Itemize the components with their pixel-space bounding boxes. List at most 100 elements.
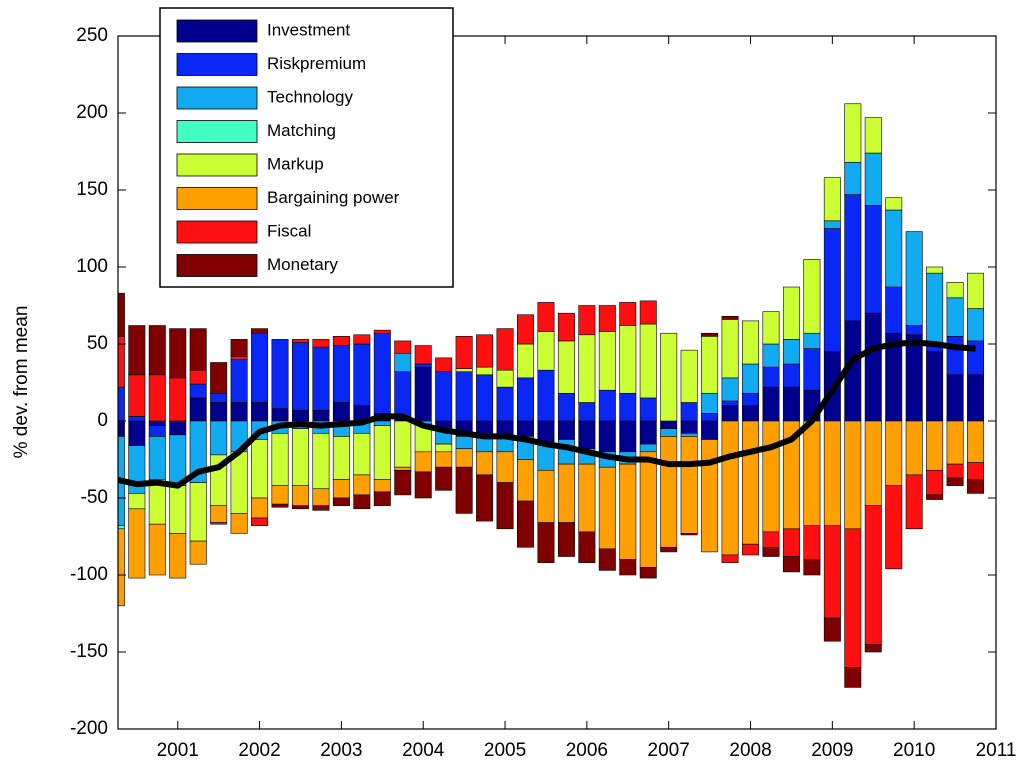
bar-segment xyxy=(619,463,637,560)
line xyxy=(118,339,976,489)
bar-segment xyxy=(230,513,248,534)
bar-segment xyxy=(148,325,166,376)
bar-segment xyxy=(742,392,760,406)
bar-segment xyxy=(251,328,269,334)
y-tick-label: 100 xyxy=(76,256,108,277)
legend-swatch xyxy=(176,220,258,244)
bar-segment xyxy=(537,522,555,563)
bar-segment xyxy=(394,371,412,417)
bar-segment xyxy=(660,428,678,437)
bar-segment xyxy=(885,286,903,334)
bar-segment xyxy=(291,505,309,510)
bar-segment xyxy=(291,342,309,411)
bar-segment xyxy=(476,334,494,368)
bar-segment xyxy=(803,559,821,576)
bar-segment xyxy=(578,531,596,563)
bar-segment xyxy=(619,392,637,422)
bar-segment xyxy=(148,374,166,422)
bar-segment xyxy=(373,425,391,480)
bar-segment xyxy=(864,152,882,206)
bar-segment xyxy=(864,643,882,653)
bar-segment xyxy=(435,443,453,453)
x-tick-label: 2004 xyxy=(402,740,445,761)
bar-segment xyxy=(394,340,412,354)
bar-segment xyxy=(537,302,555,332)
bar-segment xyxy=(680,433,698,437)
bar-segment xyxy=(455,436,473,450)
bar-segment xyxy=(414,471,432,499)
bar-segment xyxy=(189,482,207,542)
x-tick-label: 2009 xyxy=(811,740,853,761)
bar-segment xyxy=(905,325,923,336)
bar-segment xyxy=(762,386,780,422)
bar-segment xyxy=(394,420,412,468)
bar-segment xyxy=(721,400,739,406)
bar-segment xyxy=(414,451,432,473)
bar-segment xyxy=(128,325,146,376)
bar-segment xyxy=(660,420,678,429)
bar-segment xyxy=(701,335,719,394)
bar-segment xyxy=(312,339,330,348)
x-tick-label: 2003 xyxy=(320,740,362,761)
bar-segment xyxy=(660,436,678,548)
bar-segment xyxy=(701,392,719,414)
bar-segment xyxy=(496,451,514,483)
bar-segment xyxy=(598,548,616,571)
bar-segment xyxy=(639,300,657,325)
bar-segment xyxy=(905,420,923,476)
bar-segment xyxy=(864,505,882,645)
x-tick-label: 2010 xyxy=(893,740,935,761)
bar-segment xyxy=(557,392,575,422)
bar-segment xyxy=(128,374,146,417)
bar-segment xyxy=(803,258,821,334)
bar-segment xyxy=(476,474,494,522)
bar-segment xyxy=(455,368,473,373)
bar-segment xyxy=(353,494,371,510)
bar-segment xyxy=(353,433,371,476)
bar-segment xyxy=(230,339,248,357)
bar-segment xyxy=(844,420,862,530)
bar-segment xyxy=(844,667,862,688)
bar-segment xyxy=(169,485,187,534)
y-tick-label: 0 xyxy=(97,410,108,431)
axes-frame xyxy=(117,35,997,730)
bar-segment xyxy=(373,332,391,414)
bar-segment xyxy=(291,339,309,343)
bar-segment xyxy=(967,479,985,494)
legend-swatch xyxy=(176,120,258,143)
y-tick-label: 150 xyxy=(76,179,108,200)
bar-segment xyxy=(946,297,964,337)
y-tick-label: 50 xyxy=(87,333,108,354)
bar-segment xyxy=(864,205,882,314)
y-tick-label: -100 xyxy=(70,564,108,585)
bar-segment xyxy=(864,117,882,154)
bar-segment xyxy=(660,332,678,422)
bar-segment xyxy=(844,161,862,195)
legend-label: Bargaining power xyxy=(267,188,400,207)
bar-segment xyxy=(742,543,760,556)
bar-segment xyxy=(823,617,841,642)
y-tick-label: -200 xyxy=(70,718,108,739)
bar-segment xyxy=(312,488,330,507)
bar-segment xyxy=(210,402,228,422)
bar-segment xyxy=(762,420,780,533)
bar-segment xyxy=(537,469,555,523)
bar-segment xyxy=(169,377,187,422)
bar-segment xyxy=(864,312,882,422)
bar-segment xyxy=(230,356,248,360)
bar-segment xyxy=(782,339,800,365)
bar-segment xyxy=(169,533,187,579)
bar-segment xyxy=(189,328,207,371)
bar-segment xyxy=(476,374,494,422)
bar-segment xyxy=(394,466,412,471)
x-tick-label: 2005 xyxy=(484,740,526,761)
bar-segment xyxy=(803,525,821,560)
bar-segment xyxy=(885,209,903,288)
bar-segment xyxy=(517,377,534,422)
bar-segment xyxy=(537,443,555,471)
bar-segment xyxy=(946,374,964,422)
legend-label: Investment xyxy=(267,20,350,39)
bar-segment xyxy=(210,522,228,525)
bar-segment xyxy=(762,366,780,388)
